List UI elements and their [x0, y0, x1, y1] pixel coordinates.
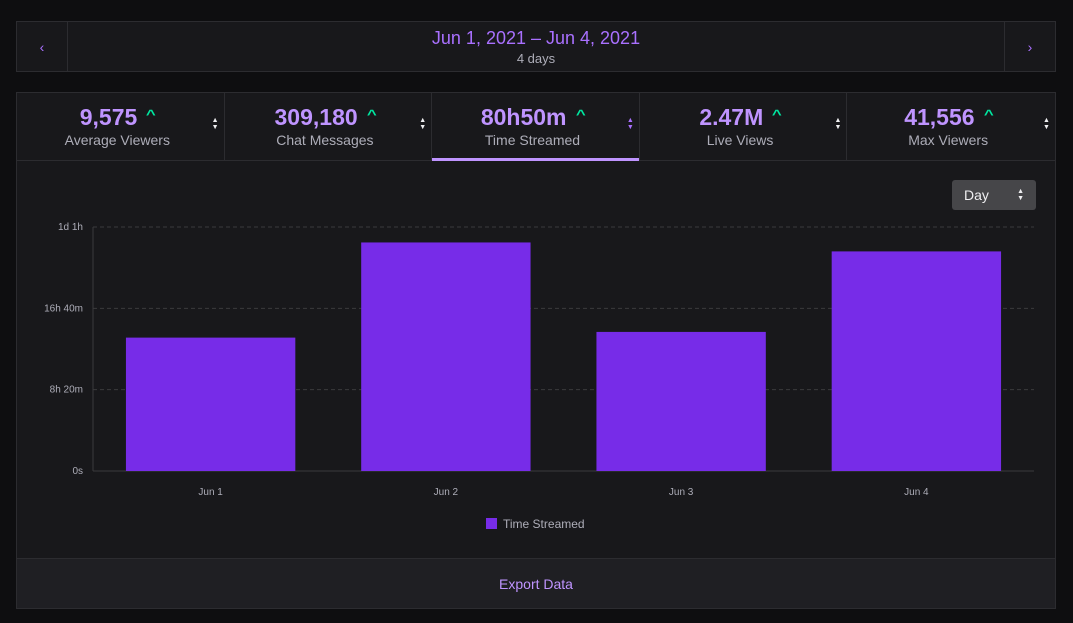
x-tick-label: Jun 4 [904, 487, 929, 498]
granularity-value: Day [964, 187, 989, 203]
date-range-display: Jun 1, 2021 – Jun 4, 2021 4 days [68, 22, 1004, 71]
previous-range-button[interactable]: ‹ [17, 22, 68, 71]
stat-value: 2.47M [699, 104, 764, 130]
stat-value: 309,180 [274, 104, 358, 130]
date-range-bar: ‹ Jun 1, 2021 – Jun 4, 2021 4 days › [16, 21, 1056, 72]
stat-tab-live-views[interactable]: 2.47M ^ Live Views ▲ ▼ [640, 93, 848, 160]
y-tick-label: 16h 40m [44, 303, 83, 314]
stat-tabs: 9,575 ^ Average Viewers ▲ ▼ 309,180 ^ Cha… [17, 93, 1055, 161]
stat-label: Average Viewers [64, 132, 170, 148]
bar-jun-3 [596, 331, 766, 471]
stat-label: Max Viewers [908, 132, 989, 148]
trend-up-icon: ^ [772, 106, 782, 122]
time-streamed-chart: 0s 8h 20m 16h 40m 1d 1h Jun 1 Jun 2 Jun 3 Jun 4… [44, 222, 1034, 531]
stats-panel: 9,575 ^ Average Viewers ▲ ▼ 309,180 ^ Cha… [16, 92, 1056, 609]
date-range-duration: 4 days [516, 50, 556, 66]
x-tick-label: Jun 1 [198, 487, 223, 498]
trend-up-icon: ^ [366, 106, 377, 122]
x-tick-label: Jun 3 [669, 487, 694, 498]
trend-up-icon: ^ [983, 106, 994, 122]
stat-value: 41,556 [904, 104, 975, 130]
stat-label: Chat Messages [276, 132, 374, 148]
y-tick-label: 0s [72, 466, 83, 477]
sort-icon[interactable]: ▲ ▼ [419, 117, 427, 131]
sort-icon[interactable]: ▲ ▼ [211, 117, 219, 131]
x-tick-label: Jun 2 [434, 487, 459, 498]
y-tick-label: 1d 1h [58, 222, 83, 233]
y-tick-label: 8h 20m [50, 385, 83, 396]
stat-label: Time Streamed [484, 132, 581, 148]
stat-tab-chat-messages[interactable]: 309,180 ^ Chat Messages ▲ ▼ [225, 93, 433, 160]
stat-label: Live Views [706, 132, 774, 148]
next-range-button[interactable]: › [1004, 22, 1055, 71]
stat-tab-time-streamed[interactable]: 80h50m ^ Time Streamed ▲ ▼ [432, 93, 640, 161]
sort-icon[interactable]: ▲ ▼ [626, 117, 634, 131]
chevron-left-icon: ‹ [39, 38, 45, 55]
sort-icon[interactable]: ▲ ▼ [1043, 117, 1050, 131]
legend-swatch [486, 518, 497, 529]
granularity-select[interactable]: Day ▲ ▼ [952, 180, 1036, 210]
chevron-right-icon: › [1027, 38, 1033, 55]
stat-tab-max-viewers[interactable]: 41,556 ^ Max Viewers ▲ ▼ [847, 93, 1055, 160]
bar-jun-1 [125, 337, 296, 471]
bar-jun-4 [831, 251, 1002, 471]
legend-label: Time Streamed [503, 517, 585, 531]
sort-icon[interactable]: ▲ ▼ [834, 117, 842, 131]
stat-value: 9,575 [79, 104, 138, 130]
select-arrows-icon: ▲ ▼ [1017, 188, 1024, 202]
chart-footer: Export Data [17, 558, 1055, 608]
date-range-label: Jun 1, 2021 – Jun 4, 2021 [431, 27, 641, 48]
trend-up-icon: ^ [575, 106, 586, 122]
export-data-button[interactable]: Export Data [499, 575, 573, 592]
trend-up-icon: ^ [146, 106, 157, 122]
bar-jun-2 [361, 242, 531, 471]
stat-value: 80h50m [480, 104, 567, 130]
stat-tab-average-viewers[interactable]: 9,575 ^ Average Viewers ▲ ▼ [17, 93, 225, 160]
